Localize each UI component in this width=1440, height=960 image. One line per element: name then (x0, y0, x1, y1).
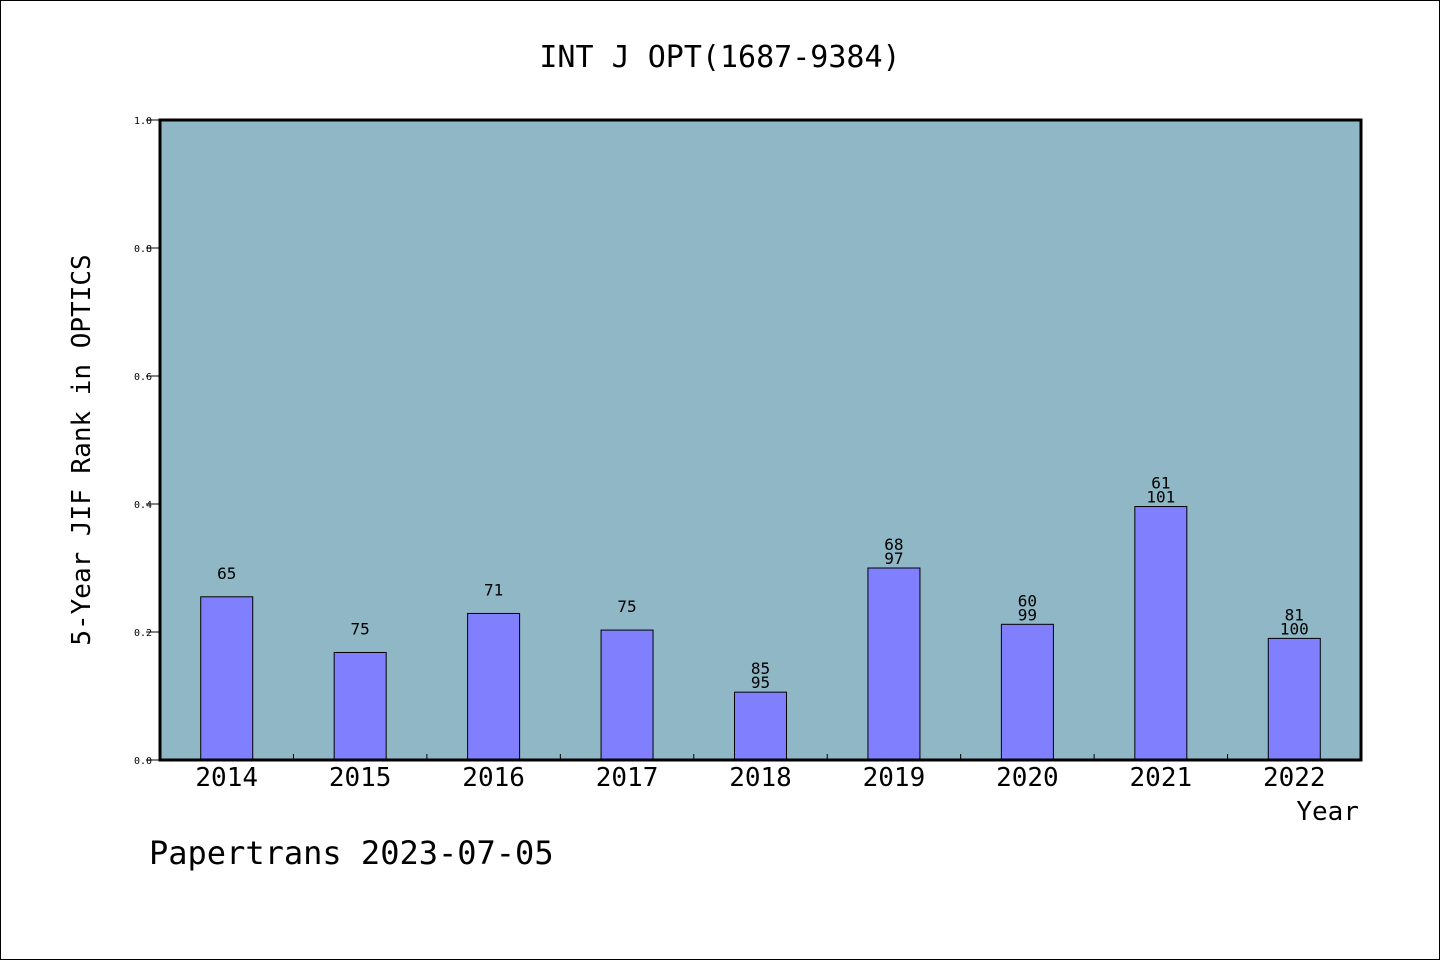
bar-label: 95 (751, 673, 770, 692)
y-tick-label: 0.8 (134, 244, 152, 255)
bar-label: 85 (751, 659, 770, 678)
plot-border (158, 118, 1363, 762)
bar-2019 (867, 567, 921, 761)
bar-2015 (333, 651, 387, 761)
bar-label: 101 (1146, 488, 1175, 507)
x-tick-label: 2020 (996, 763, 1059, 793)
x-tick-label: 2017 (596, 763, 659, 793)
bar-2022 (1267, 637, 1321, 761)
x-tick-label: 2021 (1130, 763, 1193, 793)
bar-label: 99 (1018, 605, 1037, 624)
bar-2018 (734, 691, 787, 761)
y-tick-label: 0.0 (134, 756, 152, 767)
bar-label: 97 (884, 549, 903, 568)
x-tick-label: 2015 (329, 763, 392, 793)
bar-2017 (600, 629, 654, 761)
footer-credit: Papertrans 2023-07-05 (149, 834, 554, 872)
bar-label: 60 (1018, 591, 1037, 610)
y-tick-label: 0.4 (134, 500, 152, 511)
bar-2021 (1134, 506, 1188, 761)
bar-label: 75 (351, 619, 370, 638)
x-tick-label: 2022 (1263, 763, 1326, 793)
y-tick-label: 1.0 (134, 116, 152, 127)
x-tick-label: 2016 (462, 763, 525, 793)
bar-2016 (467, 612, 521, 761)
x-axis: 2014 2015 2016 2017 2018 2019 2020 2021 2022 (195, 754, 1326, 793)
y-axis-label: 5-Year JIF Rank in OPTICS (67, 254, 97, 645)
y-tick-label: 0.2 (134, 628, 152, 639)
bar-label: 81 (1285, 605, 1304, 624)
bars-group (200, 506, 1321, 761)
bar-label: 75 (617, 597, 636, 616)
bar-label: 100 (1280, 619, 1309, 638)
x-tick-label: 2018 (729, 763, 792, 793)
x-tick-label: 2014 (195, 763, 258, 793)
chart-title: INT J OPT(1687-9384) (539, 40, 900, 75)
bar-label: 68 (884, 535, 903, 554)
x-tick-label: 2019 (863, 763, 926, 793)
bar-2014 (200, 596, 254, 761)
y-tick-label: 0.6 (134, 372, 152, 383)
bar-2020 (1000, 623, 1054, 761)
bar-label: 65 (217, 564, 236, 583)
x-axis-label: Year (1296, 797, 1359, 827)
bar-label: 61 (1151, 474, 1170, 493)
bar-label: 71 (484, 580, 503, 599)
y-axis: 0.0 0.2 0.4 0.6 0.8 1.0 (134, 116, 160, 767)
